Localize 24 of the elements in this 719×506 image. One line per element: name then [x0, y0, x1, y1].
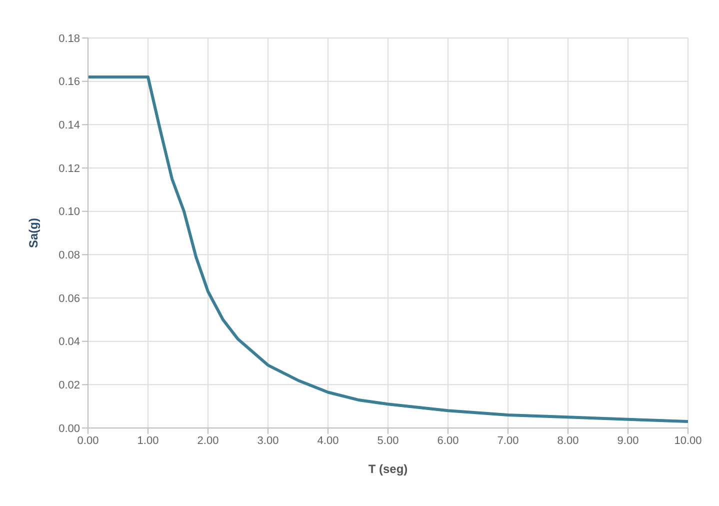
y-tick-label: 0.10 [58, 206, 80, 218]
x-axis-title: T (seg) [368, 462, 408, 476]
y-tick-label: 0.12 [58, 162, 80, 175]
x-tick-label: 7.00 [497, 434, 519, 447]
x-tick-label: 2.00 [197, 434, 219, 447]
y-tick-label: 0.02 [58, 380, 80, 392]
y-tick-label: 0.16 [58, 76, 80, 88]
x-tick-label: 8.00 [557, 434, 579, 447]
y-tick-label: 0.04 [58, 336, 80, 348]
y-tick-label: 0.14 [58, 120, 80, 132]
x-tick-label: 1.00 [137, 434, 159, 447]
line-series [88, 76, 688, 423]
y-tick-label: 0.00 [58, 422, 80, 435]
y-tick-label: 0.18 [58, 32, 80, 45]
y-tick-label: 0.06 [58, 292, 80, 305]
y-axis-title: Sa(g) [26, 218, 40, 248]
x-tick-label: 9.00 [617, 434, 639, 447]
x-tick-label: 4.00 [317, 434, 339, 447]
x-tick-label: 10.00 [674, 434, 702, 447]
x-tick-label: 5.00 [377, 434, 399, 447]
y-tick-label: 0.08 [58, 250, 80, 262]
x-tick-label: 3.00 [257, 434, 279, 447]
x-tick-label: 0.00 [77, 434, 99, 447]
x-tick-label: 6.00 [437, 434, 459, 447]
